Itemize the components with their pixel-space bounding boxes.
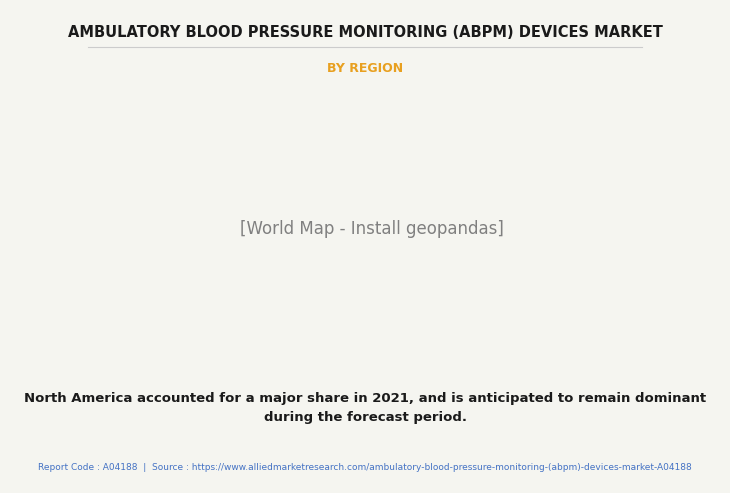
Text: AMBULATORY BLOOD PRESSURE MONITORING (ABPM) DEVICES MARKET: AMBULATORY BLOOD PRESSURE MONITORING (AB… bbox=[68, 25, 662, 39]
Text: [World Map - Install geopandas]: [World Map - Install geopandas] bbox=[240, 220, 504, 238]
Text: North America accounted for a major share in 2021, and is anticipated to remain : North America accounted for a major shar… bbox=[24, 392, 706, 424]
Text: Report Code : A04188  |  Source : https://www.alliedmarketresearch.com/ambulator: Report Code : A04188 | Source : https://… bbox=[38, 463, 692, 472]
Text: BY REGION: BY REGION bbox=[327, 62, 403, 74]
